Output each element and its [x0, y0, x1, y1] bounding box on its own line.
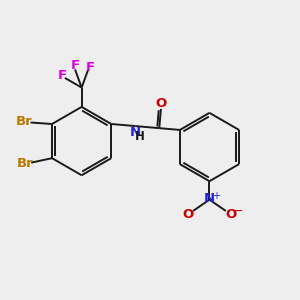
Text: N: N	[204, 192, 215, 205]
Text: Br: Br	[16, 116, 32, 128]
Text: H: H	[134, 130, 144, 143]
Text: Br: Br	[16, 157, 33, 170]
Text: F: F	[70, 59, 80, 72]
Text: O: O	[225, 208, 236, 221]
Text: +: +	[212, 191, 220, 201]
Text: O: O	[182, 208, 194, 221]
Text: N: N	[130, 126, 141, 139]
Text: F: F	[58, 69, 67, 82]
Text: −: −	[233, 204, 244, 218]
Text: O: O	[156, 97, 167, 110]
Text: F: F	[86, 61, 95, 74]
